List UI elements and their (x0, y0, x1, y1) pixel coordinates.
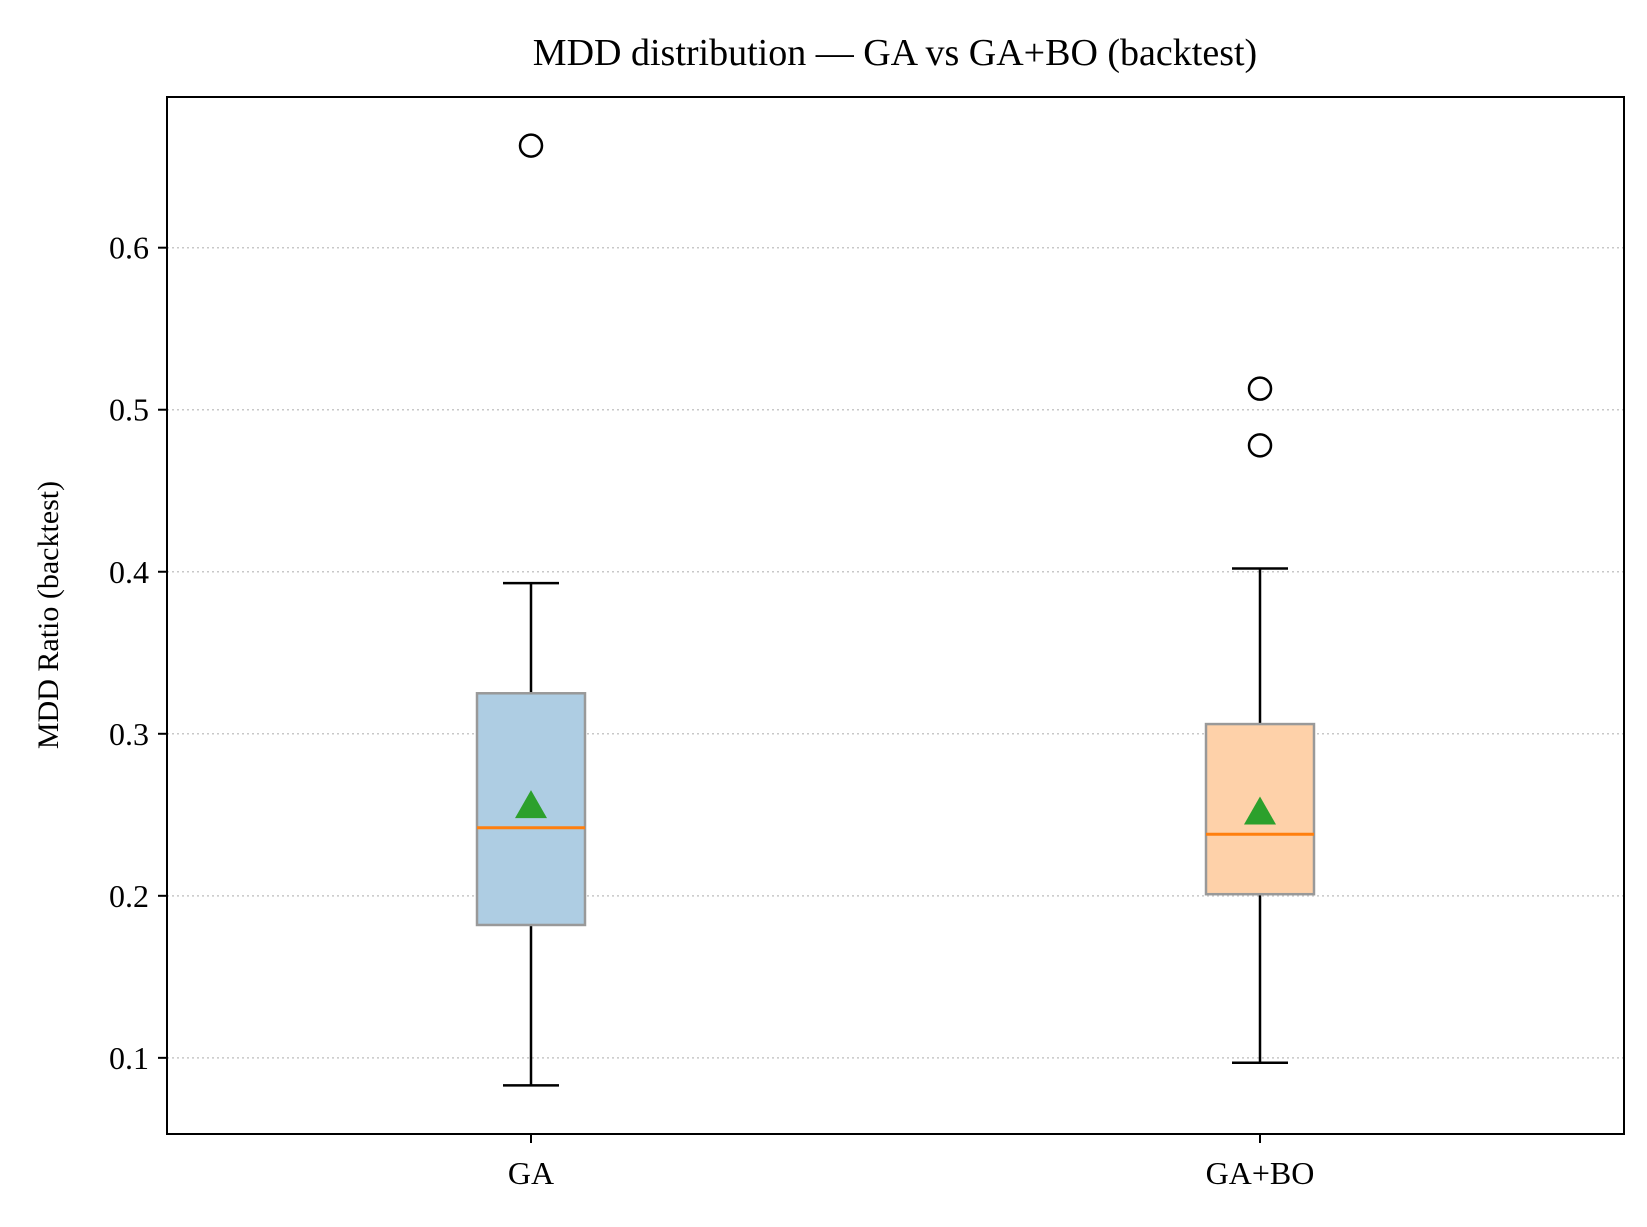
plot-frame (166, 96, 1625, 1135)
y-tick-label: 0.1 (109, 1040, 149, 1076)
box-group-ga-bo (1204, 376, 1316, 1064)
y-tick-label: 0.3 (109, 716, 149, 752)
y-tick-label: 0.4 (109, 554, 149, 590)
outlier-point (1247, 376, 1273, 401)
y-tick-label: 0.5 (109, 392, 149, 428)
y-axis-label: MDD Ratio (backtest) (32, 481, 65, 749)
box-group-ga (475, 133, 587, 1087)
x-axis: GA GA+BO (508, 1134, 1314, 1191)
x-tick-label: GA (508, 1155, 554, 1191)
y-tick-label: 0.6 (109, 230, 149, 266)
x-tick-label: GA+BO (1206, 1155, 1315, 1191)
mean-marker (515, 790, 547, 819)
outlier-point (518, 133, 544, 158)
y-axis: 0.1 0.2 0.3 0.4 0.5 0.6 (109, 230, 167, 1076)
chart-title: MDD distribution — GA vs GA+BO (backtest… (533, 32, 1257, 74)
boxes-layer (475, 133, 1316, 1087)
mean-marker (1244, 796, 1276, 825)
outlier-point (1247, 433, 1273, 458)
grid-layer (167, 246, 1624, 1059)
y-tick-label: 0.2 (109, 878, 149, 914)
